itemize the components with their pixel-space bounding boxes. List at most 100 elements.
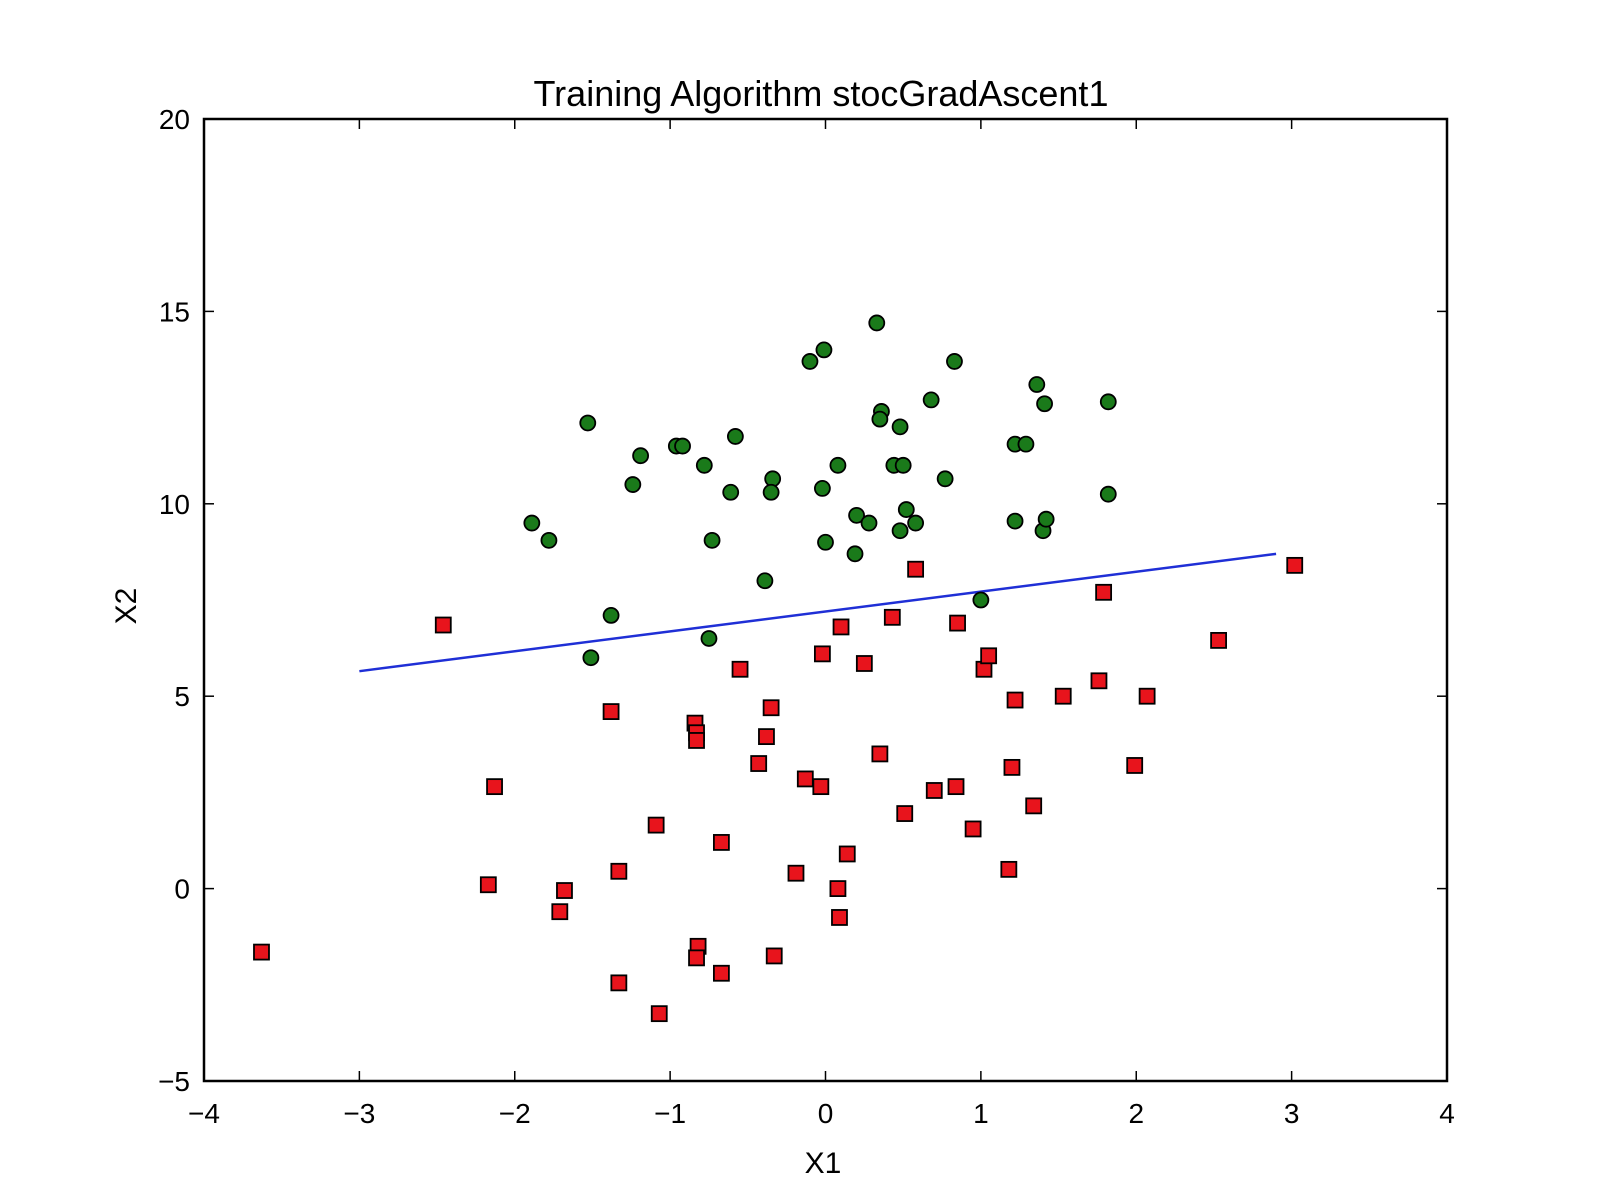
data-point-circle	[762, 483, 780, 501]
data-point-square	[896, 805, 914, 822]
data-point-square	[602, 703, 620, 720]
data-point-circle	[674, 437, 691, 455]
data-point-circle	[817, 533, 834, 551]
y-tick-label: 10	[159, 489, 190, 520]
data-point-circle	[722, 483, 740, 501]
data-point-square	[855, 655, 873, 672]
data-point-circle	[829, 456, 847, 474]
data-point-circle	[891, 522, 909, 540]
data-point-circle	[922, 391, 940, 409]
data-point-square	[1054, 687, 1072, 705]
decision-boundary-line	[359, 552, 1277, 673]
data-point-circle	[523, 514, 541, 532]
data-point-circle	[700, 630, 718, 647]
data-point-square	[1095, 583, 1113, 601]
data-point-circle	[848, 506, 865, 524]
data-point-square	[650, 1005, 668, 1023]
data-point-square	[556, 882, 573, 899]
chart-title: Training Algorithm stocGradAscent1	[534, 73, 1109, 114]
data-point-circle	[897, 501, 915, 518]
data-point-square	[762, 699, 780, 717]
data-point-circle	[1099, 485, 1117, 503]
data-point-square	[949, 614, 966, 632]
data-point-circle	[1037, 510, 1055, 528]
data-point-square	[1210, 632, 1227, 649]
data-point-circle	[1036, 395, 1053, 413]
axis-ticks-layer: −4 −3 −2 −1 0 1 2 3 4 −5 0 5 10 15 20	[158, 104, 1455, 1129]
decision-boundary-layer	[359, 552, 1277, 673]
data-point-circle	[579, 414, 597, 432]
data-point-circle	[846, 545, 864, 563]
data-point-circle	[695, 456, 713, 474]
data-point-square	[647, 816, 665, 834]
data-point-square	[712, 834, 730, 851]
y-tick-label: 0	[174, 874, 190, 905]
data-point-square	[1000, 860, 1018, 878]
x-tick-label: −4	[188, 1098, 220, 1129]
data-point-square	[765, 947, 783, 965]
data-point-square	[883, 608, 901, 626]
x-tick-label: 3	[1284, 1098, 1300, 1129]
data-point-circle	[868, 314, 886, 332]
data-point-circle	[972, 591, 990, 609]
data-point-square	[253, 943, 270, 961]
data-point-square	[688, 949, 705, 967]
data-point-circle	[1017, 435, 1035, 453]
data-point-square	[688, 732, 705, 749]
data-point-circle	[891, 418, 909, 436]
data-point-square	[1138, 687, 1156, 705]
data-point-square	[813, 645, 831, 663]
x-tick-label: −1	[654, 1098, 686, 1129]
data-point-circle	[540, 531, 558, 549]
data-point-square	[1006, 691, 1024, 709]
data-point-circle	[936, 470, 954, 488]
data-point-circle	[703, 531, 721, 549]
data-point-square	[731, 660, 749, 678]
y-tick-label: −5	[158, 1066, 190, 1097]
data-point-square	[964, 820, 982, 838]
data-point-square	[479, 876, 497, 894]
data-point-square	[1003, 758, 1021, 776]
data-point-square	[832, 618, 850, 636]
data-point-square	[551, 903, 569, 921]
data-point-square	[758, 728, 775, 746]
data-point-circle	[726, 428, 744, 445]
data-point-square	[750, 755, 768, 772]
y-axis-label: X2	[110, 588, 143, 625]
x-axis-label: X1	[805, 1147, 842, 1180]
data-point-circle	[756, 572, 774, 590]
data-point-square	[434, 616, 452, 634]
data-point-square	[812, 778, 830, 796]
data-point-circle	[860, 514, 878, 532]
data-point-square	[610, 862, 628, 880]
y-tick-label: 5	[174, 681, 190, 712]
data-point-circle	[632, 447, 650, 465]
data-point-square	[907, 560, 925, 578]
y-tick-label: 15	[159, 296, 190, 327]
data-point-circle	[1006, 512, 1024, 530]
x-tick-label: −3	[343, 1098, 375, 1129]
data-point-square	[796, 770, 814, 788]
data-point-square	[1126, 757, 1144, 774]
data-point-square	[1090, 672, 1108, 690]
data-point-circle	[907, 514, 925, 532]
data-point-square	[486, 778, 503, 796]
data-point-circle	[582, 649, 600, 667]
data-point-square	[610, 974, 628, 992]
data-point-square	[980, 647, 998, 665]
data-point-circle	[946, 353, 963, 370]
data-point-square	[1286, 556, 1304, 574]
data-point-square	[712, 964, 730, 982]
data-point-square	[829, 880, 847, 897]
data-point-circle	[1099, 393, 1117, 411]
data-point-square	[787, 864, 805, 882]
data-point-circle	[801, 353, 819, 370]
data-point-circle	[894, 456, 912, 474]
x-tick-label: 0	[818, 1098, 834, 1129]
y-tick-label: 20	[159, 104, 190, 135]
data-point-square	[925, 782, 943, 799]
x-tick-label: 2	[1128, 1098, 1144, 1129]
data-point-square	[947, 778, 965, 796]
